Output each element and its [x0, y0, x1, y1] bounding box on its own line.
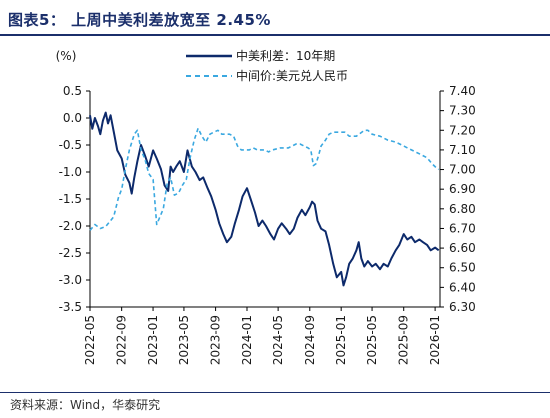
right-axis-tick-label: 7.20	[449, 123, 476, 137]
x-axis-tick-label: 2023-05	[177, 315, 191, 365]
right-axis-tick-label: 6.50	[449, 261, 476, 275]
x-axis-tick-label: 2022-05	[83, 315, 97, 365]
fx-series-line	[89, 127, 440, 231]
right-axis-tick-label: 6.30	[449, 300, 476, 314]
legend-label: 中美利差：10年期	[236, 48, 335, 63]
left-axis-unit-label: (%)	[56, 49, 77, 63]
right-axis-tick-label: 7.40	[449, 84, 476, 98]
x-axis-tick-label: 2023-09	[209, 315, 223, 365]
left-axis-tick-label: -2.0	[59, 219, 82, 233]
left-axis-tick-label: 0.5	[63, 84, 82, 98]
left-axis-tick-label: -1.0	[59, 165, 82, 179]
right-axis-tick-label: 7.10	[449, 143, 476, 157]
line-chart: (%) 0.5 0.0 -0.5 -1.0 -1.5 -2.0 -2.5 -3.0 -3.5 7.4…	[56, 48, 476, 365]
x-axis-tick-label: 2024-05	[271, 315, 285, 365]
legend-label: 中间价:美元兑人民币	[236, 68, 348, 83]
source-note: 资料来源：Wind，华泰研究	[10, 398, 161, 412]
title-bar: 图表5： 上周中美利差放宽至 2.45%	[0, 0, 550, 36]
right-axis-tick-label: 6.40	[449, 280, 476, 294]
right-axis-tick-label: 6.70	[449, 221, 476, 235]
left-axis-tick-label: -3.0	[59, 273, 82, 287]
right-axis-tick-label: 7.00	[449, 163, 476, 177]
right-axis-tick-label: 6.90	[449, 182, 476, 196]
right-axis-tick-label: 6.60	[449, 241, 476, 255]
left-axis-tick-label: -0.5	[59, 138, 82, 152]
source-divider	[0, 392, 550, 393]
left-axis-tick-label: 0.0	[63, 111, 82, 125]
right-axis-tick-label: 6.80	[449, 202, 476, 216]
right-axis-tick-label: 7.30	[449, 104, 476, 118]
spread-series-line	[89, 111, 440, 287]
x-axis-tick-label: 2025-09	[397, 315, 411, 365]
left-axis-tick-label: -3.5	[59, 300, 82, 314]
chart-title: 图表5： 上周中美利差放宽至 2.45%	[8, 11, 271, 29]
x-axis-tick-label: 2023-01	[146, 315, 160, 365]
x-axis-tick-label: 2022-09	[115, 315, 129, 365]
x-axis-tick-label: 2024-09	[303, 315, 317, 365]
x-axis-tick-label: 2025-01	[334, 315, 348, 365]
x-axis-tick-label: 2024-01	[240, 315, 254, 365]
x-axis-tick-label: 2025-05	[365, 315, 379, 365]
left-axis-tick-label: -1.5	[59, 192, 82, 206]
title-underline	[0, 34, 550, 36]
left-axis-tick-label: -2.5	[59, 246, 82, 260]
x-axis-tick-label: 2026-01	[428, 315, 442, 365]
